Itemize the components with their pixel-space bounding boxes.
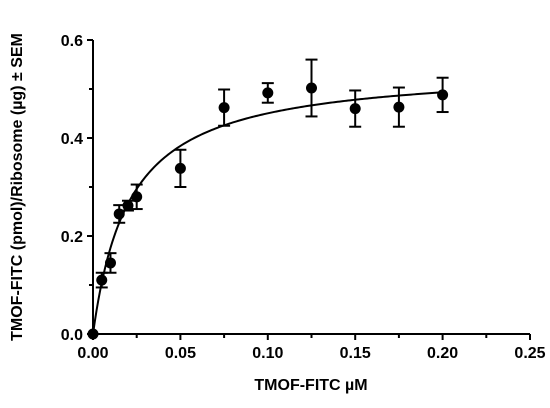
data-point — [104, 257, 116, 269]
data-point — [174, 162, 186, 174]
data-point — [349, 103, 361, 115]
x-tick-label: 0.05 — [165, 345, 196, 362]
data-point — [306, 82, 317, 94]
x-tick-label: 0.20 — [427, 345, 458, 362]
y-tick-label: 0.6 — [61, 33, 83, 50]
y-axis-ticks: 0.0 0.2 0.4 0.6 — [61, 33, 93, 344]
data-points — [87, 58, 449, 340]
x-axis-title: TMOF-FITC µM — [254, 377, 367, 394]
y-tick-label: 0.0 — [61, 327, 83, 344]
data-point — [218, 102, 230, 114]
data-point — [87, 328, 99, 340]
y-tick-label: 0.4 — [61, 131, 83, 148]
data-point — [437, 89, 449, 101]
data-point — [131, 191, 143, 203]
x-tick-label: 0.25 — [514, 345, 545, 362]
x-tick-label: 0.10 — [252, 345, 283, 362]
y-axis-title: TMOF-FITC (pmol)/Ribosome (µg) ± SEM — [9, 33, 26, 341]
data-point — [96, 274, 108, 286]
x-tick-label: 0.15 — [340, 345, 371, 362]
x-tick-label: 0.00 — [77, 345, 108, 362]
fit-curve — [92, 91, 443, 335]
data-point — [262, 87, 274, 99]
y-tick-label: 0.2 — [61, 229, 83, 246]
x-axis-ticks: 0.00 0.05 0.10 0.15 0.20 0.25 — [77, 334, 546, 362]
data-point — [393, 101, 405, 113]
